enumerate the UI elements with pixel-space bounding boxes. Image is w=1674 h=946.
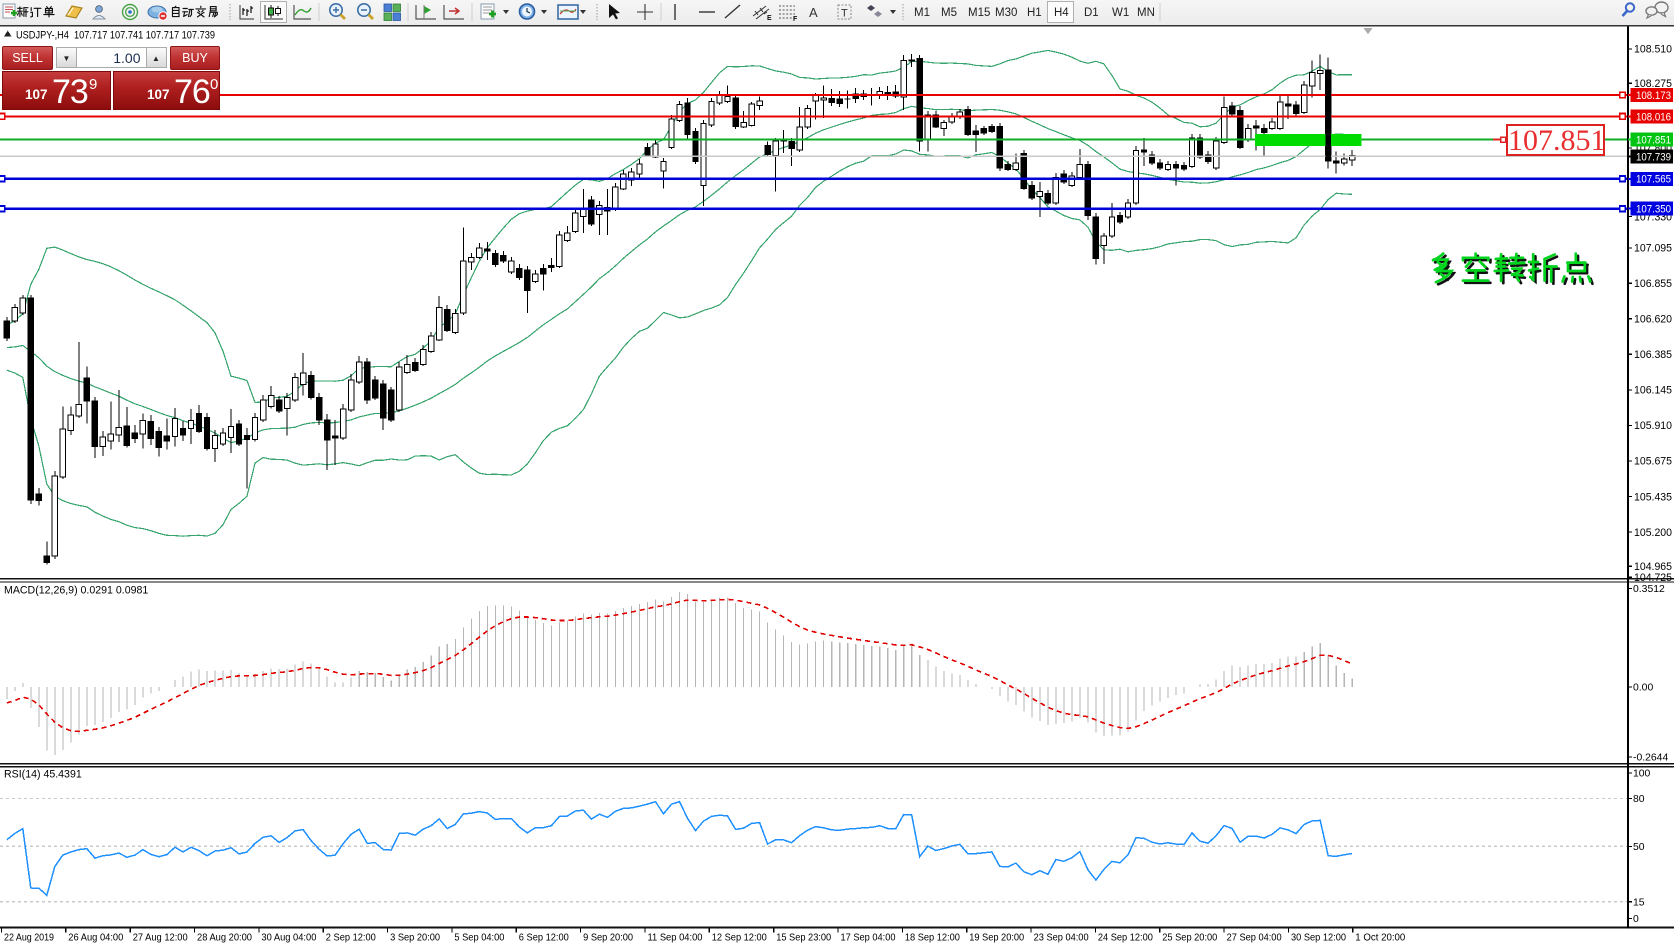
svg-text:18 Sep 12:00: 18 Sep 12:00	[905, 933, 960, 944]
svg-text:100: 100	[1633, 769, 1651, 780]
svg-text:108.275: 108.275	[1634, 78, 1672, 90]
svg-text:11 Sep 04:00: 11 Sep 04:00	[648, 933, 703, 944]
svg-text:M5: M5	[941, 7, 957, 19]
svg-text:12 Sep 12:00: 12 Sep 12:00	[712, 933, 767, 944]
svg-text:25 Sep 20:00: 25 Sep 20:00	[1162, 933, 1217, 944]
svg-text:15 Sep 23:00: 15 Sep 23:00	[776, 933, 831, 944]
svg-text:80: 80	[1633, 794, 1645, 805]
svg-text:USDJPY-,H4 107.717 107.741 10: USDJPY-,H4 107.717 107.741 107.717 107.7…	[16, 29, 215, 41]
svg-text:23 Sep 04:00: 23 Sep 04:00	[1034, 933, 1089, 944]
svg-text:0.3512: 0.3512	[1633, 584, 1665, 595]
svg-text:107.350: 107.350	[1636, 204, 1671, 216]
svg-text:108.016: 108.016	[1636, 111, 1671, 123]
svg-text:-0.2644: -0.2644	[1633, 753, 1668, 764]
svg-text:0: 0	[1633, 914, 1639, 925]
svg-text:5 Sep 04:00: 5 Sep 04:00	[454, 933, 504, 944]
svg-text:19 Sep 20:00: 19 Sep 20:00	[969, 933, 1024, 944]
svg-text:106.385: 106.385	[1634, 349, 1672, 361]
svg-text:9 Sep 20:00: 9 Sep 20:00	[583, 933, 633, 944]
svg-text:107.739: 107.739	[1636, 151, 1671, 163]
svg-text:107.565: 107.565	[1636, 174, 1671, 186]
svg-text:15: 15	[1633, 897, 1645, 908]
svg-text:105.675: 105.675	[1634, 456, 1672, 468]
svg-text:W1: W1	[1112, 7, 1129, 19]
svg-text:0.00: 0.00	[1633, 683, 1653, 694]
svg-text:104.725: 104.725	[1634, 572, 1672, 584]
svg-text:24 Sep 12:00: 24 Sep 12:00	[1098, 933, 1153, 944]
svg-text:108.173: 108.173	[1636, 90, 1671, 102]
svg-text:105.910: 105.910	[1634, 420, 1672, 432]
svg-text:M15: M15	[968, 7, 990, 19]
svg-text:107.095: 107.095	[1634, 243, 1672, 255]
svg-text:E: E	[767, 15, 772, 22]
svg-text:26 Aug 04:00: 26 Aug 04:00	[68, 933, 123, 944]
svg-text:6 Sep 12:00: 6 Sep 12:00	[519, 933, 569, 944]
svg-text:30 Aug 04:00: 30 Aug 04:00	[261, 933, 316, 944]
svg-text:1 Oct 20:00: 1 Oct 20:00	[1355, 933, 1405, 944]
svg-text:28 Aug 20:00: 28 Aug 20:00	[197, 933, 252, 944]
svg-text:F: F	[793, 16, 798, 23]
svg-text:108.510: 108.510	[1634, 44, 1672, 56]
svg-text:27 Aug 12:00: 27 Aug 12:00	[133, 933, 188, 944]
svg-text:106.855: 106.855	[1634, 278, 1672, 290]
svg-text:RSI(14) 45.4391: RSI(14) 45.4391	[4, 769, 82, 781]
svg-text:M30: M30	[995, 7, 1017, 19]
svg-text:T: T	[841, 8, 848, 20]
svg-text:105.435: 105.435	[1634, 491, 1672, 503]
svg-text:30 Sep 12:00: 30 Sep 12:00	[1291, 933, 1346, 944]
svg-text:2 Sep 12:00: 2 Sep 12:00	[326, 933, 376, 944]
svg-text:104.965: 104.965	[1634, 561, 1672, 573]
svg-text:MN: MN	[1137, 7, 1155, 19]
svg-text:50: 50	[1633, 842, 1645, 853]
svg-text:17 Sep 04:00: 17 Sep 04:00	[841, 933, 896, 944]
svg-text:A: A	[809, 5, 818, 20]
svg-text:27 Sep 04:00: 27 Sep 04:00	[1227, 933, 1282, 944]
svg-text:H1: H1	[1027, 7, 1042, 19]
svg-text:105.200: 105.200	[1634, 527, 1672, 539]
svg-text:107.851: 107.851	[1636, 135, 1671, 147]
svg-text:MACD(12,26,9) 0.0291 0.0981: MACD(12,26,9) 0.0291 0.0981	[4, 585, 148, 597]
svg-text:M1: M1	[914, 7, 930, 19]
svg-text:106.620: 106.620	[1634, 314, 1672, 326]
svg-text:22 Aug 2019: 22 Aug 2019	[4, 933, 54, 944]
svg-text:3 Sep 20:00: 3 Sep 20:00	[390, 933, 440, 944]
svg-text:D1: D1	[1084, 7, 1099, 19]
svg-text:106.145: 106.145	[1634, 385, 1672, 397]
svg-text:H4: H4	[1054, 7, 1069, 19]
